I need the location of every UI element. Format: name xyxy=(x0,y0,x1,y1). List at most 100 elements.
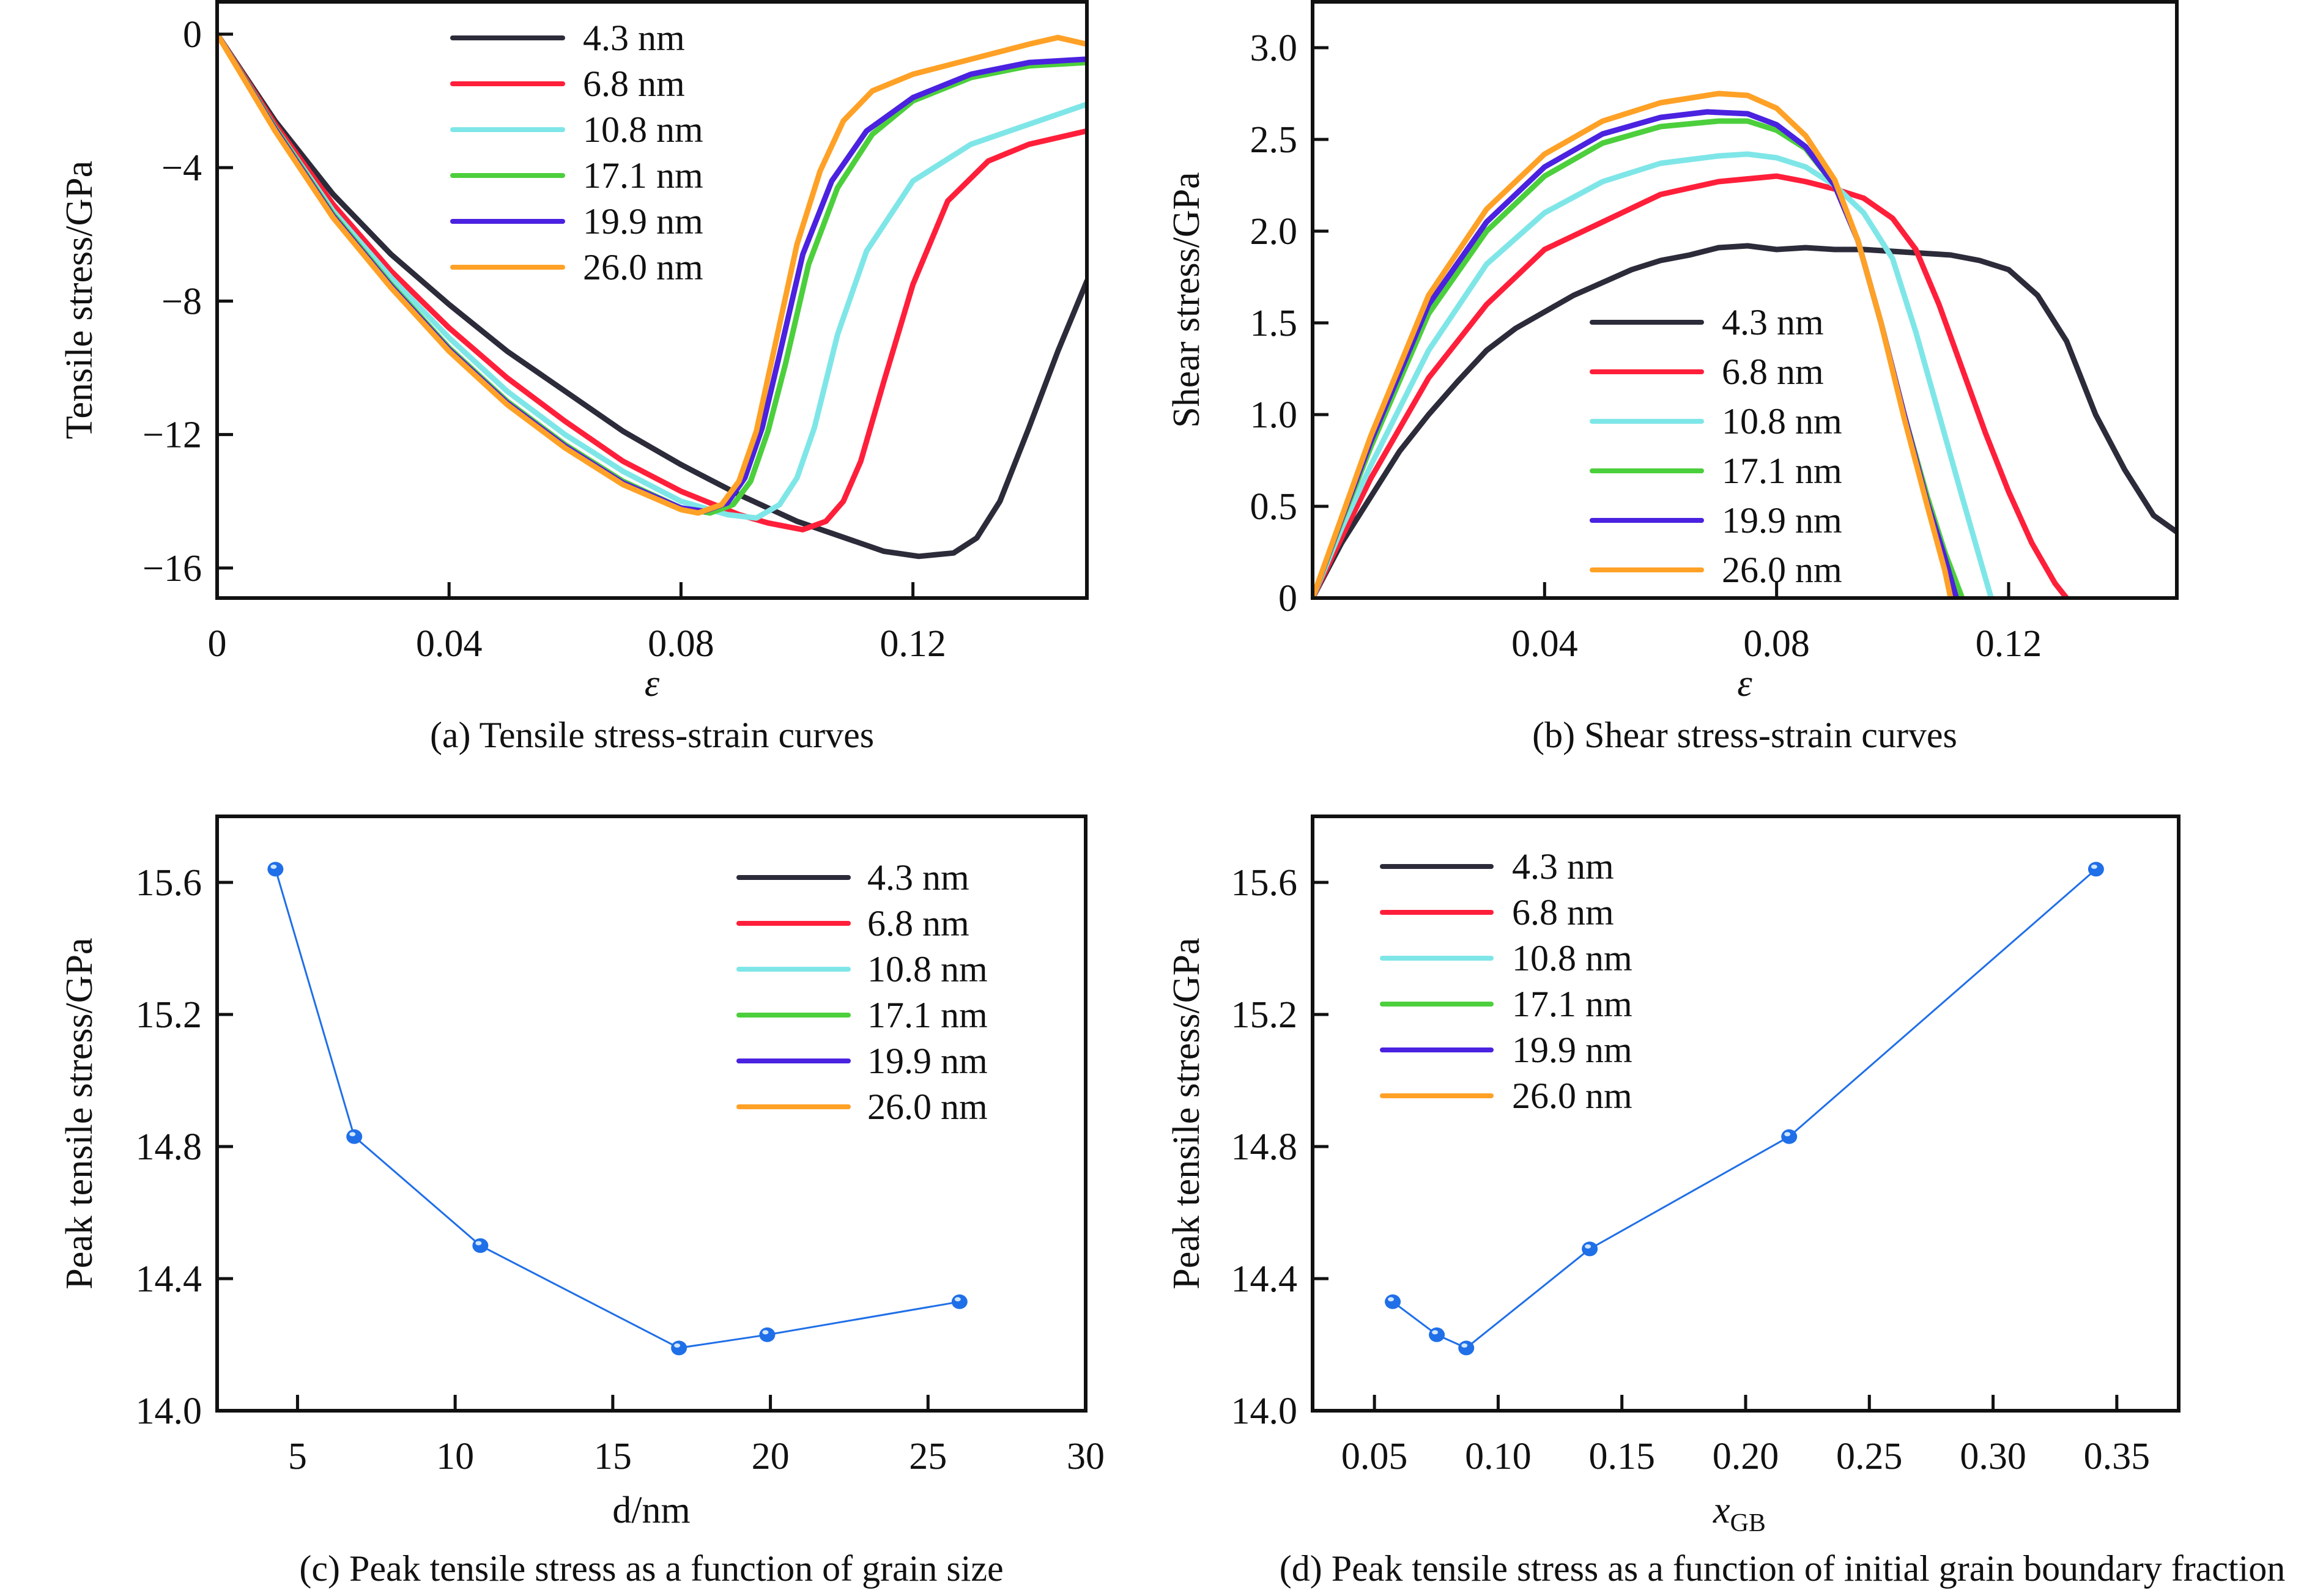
legend-label: 4.3 nm xyxy=(867,857,969,898)
legend-item: 6.8 nm xyxy=(450,64,685,104)
y-tick-label: 2.0 xyxy=(1250,211,1298,253)
series-line-171 xyxy=(1313,118,1965,598)
legend-label: 19.9 nm xyxy=(583,201,703,242)
y-axis-label: Peak tensile stress/GPa xyxy=(59,937,100,1289)
legend-label: 6.8 nm xyxy=(583,64,685,104)
legend-item: 10.8 nm xyxy=(1380,938,1632,978)
data-point-highlight xyxy=(1585,1244,1591,1249)
series-line xyxy=(274,868,960,1349)
y-axis-label: Shear stress/GPa xyxy=(1166,172,1207,427)
legend-label: 26.0 nm xyxy=(1722,550,1842,590)
x-tick-label: 0.04 xyxy=(416,623,483,665)
series-line-260 xyxy=(217,31,1087,516)
y-tick-label: 14.8 xyxy=(136,1126,202,1168)
x-tick-label: 0.25 xyxy=(1836,1436,1903,1477)
legend-label: 19.9 nm xyxy=(1512,1030,1632,1070)
legend-item: 6.8 nm xyxy=(1590,352,1824,392)
x-tick-label: 0.08 xyxy=(648,623,714,665)
y-tick-label: 14.4 xyxy=(136,1258,202,1300)
plot-area xyxy=(1313,91,2177,598)
legend-item: 6.8 nm xyxy=(1380,892,1614,933)
x-tick-label: 0.15 xyxy=(1588,1436,1655,1477)
legend: 4.3 nm 6.8 nm 10.8 nm 17.1 nm 19.9 nm 26.0 nm xyxy=(1380,846,1632,1116)
y-tick-label: 15.2 xyxy=(136,994,202,1036)
data-point xyxy=(951,1294,968,1309)
data-point xyxy=(2088,862,2104,877)
y-tick-label: 0 xyxy=(183,14,202,56)
data-point xyxy=(1385,1294,1401,1309)
y-tick-label: 15.6 xyxy=(1231,862,1298,904)
y-tick-label: 14.4 xyxy=(1231,1258,1298,1300)
legend-item: 4.3 nm xyxy=(450,18,685,58)
y-tick-label: −12 xyxy=(143,415,202,456)
legend: 4.3 nm 6.8 nm 10.8 nm 17.1 nm 19.9 nm 26.0 nm xyxy=(736,857,988,1127)
legend-item: 10.8 nm xyxy=(1590,401,1842,441)
legend-label: 10.8 nm xyxy=(1512,938,1632,978)
panel-b-shear-curves: 0.04 0.08 0.12 0 0.5 1.0 1.5 2.0 2.5 3.0 ε Shear st… xyxy=(1166,0,2179,755)
legend-label: 10.8 nm xyxy=(1722,401,1842,441)
data-point xyxy=(267,862,284,877)
panel-c-peak-vs-grain-size: 5 10 15 20 25 30 14.0 14.4 14.8 15.2 15.6 d/nm Peak … xyxy=(59,815,1105,1589)
legend-item: 17.1 nm xyxy=(736,995,988,1035)
legend-label: 26.0 nm xyxy=(1512,1076,1632,1116)
x-tick-label: 0.35 xyxy=(2084,1436,2151,1477)
legend-label: 19.9 nm xyxy=(867,1041,988,1081)
plot-area xyxy=(1392,868,2097,1350)
legend-label: 6.8 nm xyxy=(1722,352,1824,392)
x-tick-label: 25 xyxy=(909,1436,947,1477)
legend-item: 17.1 nm xyxy=(1380,984,1632,1024)
legend-item: 19.9 nm xyxy=(450,201,703,242)
x-axis-label: d/nm xyxy=(612,1490,690,1531)
axes-frame xyxy=(1311,0,2179,600)
legend-item: 4.3 nm xyxy=(1590,302,1824,342)
legend-label: 17.1 nm xyxy=(867,995,988,1035)
legend-label: 17.1 nm xyxy=(1512,984,1632,1024)
data-point xyxy=(1458,1340,1475,1356)
data-point-highlight xyxy=(1461,1343,1468,1348)
legend-label: 6.8 nm xyxy=(1512,892,1614,933)
data-point-highlight xyxy=(762,1330,769,1335)
series-line xyxy=(1392,868,2097,1350)
y-tick-label: 1.0 xyxy=(1250,394,1298,436)
legend-label: 17.1 nm xyxy=(1722,451,1842,491)
legend-label: 4.3 nm xyxy=(1512,846,1614,887)
y-tick-label: 3.0 xyxy=(1250,28,1298,69)
legend-label: 6.8 nm xyxy=(867,903,969,944)
data-point-highlight xyxy=(1388,1297,1395,1302)
legend-item: 4.3 nm xyxy=(736,857,969,898)
x-tick-label: 0 xyxy=(208,623,227,665)
panel-caption: (b) Shear stress-strain curves xyxy=(1532,715,1957,755)
plot-area xyxy=(274,868,960,1349)
legend-label: 19.9 nm xyxy=(1722,500,1842,541)
y-tick-label: 2.5 xyxy=(1250,119,1298,161)
y-tick-label: 14.8 xyxy=(1231,1126,1298,1168)
axes-frame xyxy=(215,815,1087,1413)
data-point-highlight xyxy=(1784,1132,1791,1137)
data-point xyxy=(759,1327,776,1342)
x-tick-label: 0.08 xyxy=(1743,623,1810,665)
legend-item: 17.1 nm xyxy=(450,155,703,196)
x-tick-label: 30 xyxy=(1067,1436,1105,1477)
legend-label: 4.3 nm xyxy=(1722,302,1824,342)
y-tick-label: 15.2 xyxy=(1231,994,1298,1036)
legend-item: 19.9 nm xyxy=(1590,500,1842,541)
legend-item: 26.0 nm xyxy=(736,1087,988,1127)
y-tick-label: 14.0 xyxy=(1231,1391,1298,1432)
x-tick-label: 0.20 xyxy=(1713,1436,1779,1477)
y-tick-label: 1.5 xyxy=(1250,303,1298,344)
data-point-highlight xyxy=(349,1132,356,1137)
y-axis-label: Tensile stress/GPa xyxy=(59,161,100,439)
x-tick-label: 0.12 xyxy=(880,623,946,665)
legend-label: 10.8 nm xyxy=(583,109,703,150)
y-tick-label: −16 xyxy=(143,548,202,589)
panel-caption: (a) Tensile stress-strain curves xyxy=(430,715,874,755)
data-point-highlight xyxy=(2091,864,2097,869)
y-tick-label: −4 xyxy=(161,147,202,189)
series-line-260 xyxy=(1313,91,1954,598)
legend-item: 19.9 nm xyxy=(736,1041,988,1081)
data-point xyxy=(1582,1241,1598,1257)
series-line-108 xyxy=(1313,151,1994,598)
plot-area xyxy=(217,31,1087,560)
legend-item: 26.0 nm xyxy=(450,247,703,287)
